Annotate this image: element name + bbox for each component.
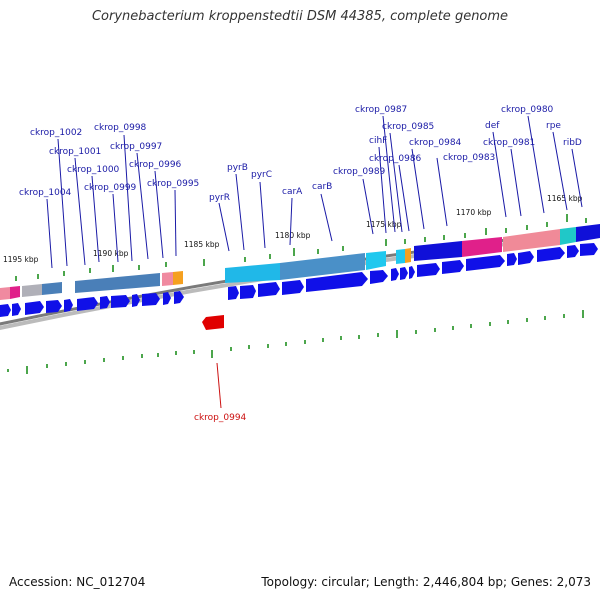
gene-label-ckrop_1001[interactable]: ckrop_1001 — [49, 147, 101, 157]
kbp-label: 1180 kbp — [275, 231, 311, 240]
gene-label-pyrC[interactable]: pyrC — [251, 170, 272, 180]
gene-label-ribD[interactable]: ribD — [563, 138, 582, 148]
gene-label-ckrop_0999[interactable]: ckrop_0999 — [84, 183, 137, 193]
kbp-label: 1190 kbp — [93, 249, 129, 258]
gene-label-ckrop_0984[interactable]: ckrop_0984 — [409, 138, 462, 148]
gene-label-ckrop_0980[interactable]: ckrop_0980 — [501, 105, 554, 115]
gene-label-rpe[interactable]: rpe — [546, 121, 561, 131]
gene-label-pyrR[interactable]: pyrR — [209, 193, 230, 203]
highlight-leader-line — [216, 362, 222, 409]
leader-lines — [46, 115, 583, 269]
kbp-labels: 1195 kbp 1190 kbp 1185 kbp 1180 kbp 1175… — [3, 194, 583, 264]
gene-label-ckrop_0983[interactable]: ckrop_0983 — [443, 153, 495, 163]
feature-band — [0, 224, 600, 300]
gene-label-ckrop_0997[interactable]: ckrop_0997 — [110, 142, 162, 152]
gene-label-def[interactable]: def — [485, 121, 500, 131]
gene-label-ckrop_0981[interactable]: ckrop_0981 — [483, 138, 535, 148]
kbp-label: 1170 kbp — [456, 208, 492, 217]
kbp-label: 1185 kbp — [184, 240, 220, 249]
gene-label-carB[interactable]: carB — [312, 182, 332, 192]
gene-label-ckrop_0995[interactable]: ckrop_0995 — [147, 179, 199, 189]
gene-label-ckrop_0987[interactable]: ckrop_0987 — [355, 105, 407, 115]
gene-label-ckrop_0989[interactable]: ckrop_0989 — [333, 167, 386, 177]
gene-label-ckrop_1000[interactable]: ckrop_1000 — [67, 165, 120, 175]
gene-label-cihF[interactable]: cihF — [369, 136, 387, 146]
gene-label-ckrop_0985[interactable]: ckrop_0985 — [382, 122, 434, 132]
cds-arrows — [0, 243, 598, 317]
gene-labels: ckrop_1004 ckrop_1002 ckrop_1001 ckrop_1… — [19, 105, 582, 423]
topology-text: Topology: circular; Length: 2,446,804 bp… — [261, 575, 591, 589]
accession-text: Accession: NC_012704 — [9, 575, 146, 589]
kbp-label: 1175 kbp — [366, 220, 402, 229]
gene-label-ckrop_0996[interactable]: ckrop_0996 — [129, 160, 182, 170]
map-title: Corynebacterium kroppenstedtii DSM 44385… — [91, 9, 509, 24]
inner-ticks — [7, 310, 584, 374]
gene-label-pyrB[interactable]: pyrB — [227, 163, 248, 173]
gene-label-ckrop_0998[interactable]: ckrop_0998 — [94, 123, 147, 133]
gene-label-carA[interactable]: carA — [282, 187, 303, 197]
gene-label-ckrop_0986[interactable]: ckrop_0986 — [369, 154, 422, 164]
gene-label-ckrop_1002[interactable]: ckrop_1002 — [30, 128, 82, 138]
highlighted-gene-arrow[interactable] — [202, 315, 224, 330]
gene-label-highlighted[interactable]: ckrop_0994 — [194, 413, 247, 423]
gene-label-ckrop_1004[interactable]: ckrop_1004 — [19, 188, 72, 198]
kbp-label: 1195 kbp — [3, 255, 39, 264]
outer-ticks — [15, 214, 587, 281]
